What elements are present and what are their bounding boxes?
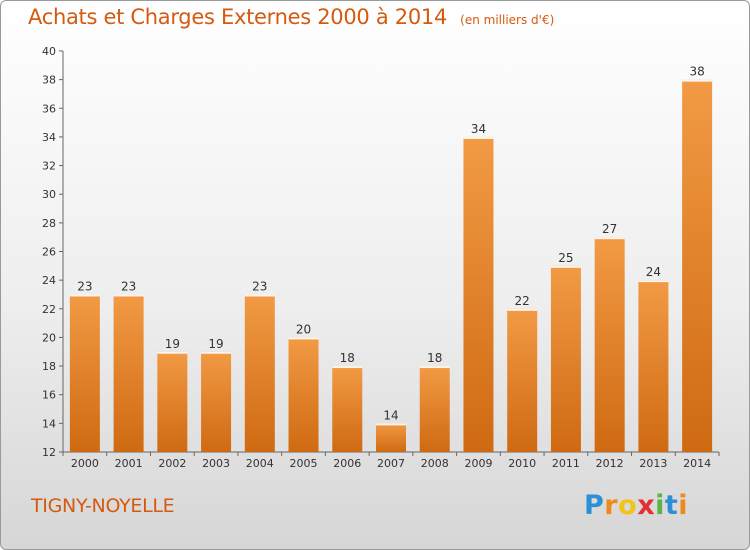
bar (157, 351, 188, 452)
bar (463, 136, 494, 452)
bar-highlight (288, 337, 319, 340)
x-tick-label: 2007 (377, 457, 405, 470)
bar-value-label: 23 (252, 279, 267, 293)
axes: 12 14 16 18 20 22 24 26 28 30 32 34 36 38 40 2000 2001 20… (42, 45, 720, 470)
x-tick-label: 2005 (290, 457, 318, 470)
bar-highlight (594, 237, 625, 240)
bar-value-label: 14 (383, 408, 398, 422)
bar-highlight (113, 294, 144, 297)
x-tick-label: 2010 (508, 457, 536, 470)
logo-letter: o (618, 490, 638, 521)
y-tick-label: 34 (42, 131, 56, 144)
bar (201, 351, 232, 452)
bar-highlight (638, 280, 669, 283)
bar (507, 308, 538, 452)
chart-subtitle: (en milliers d'€) (460, 13, 555, 27)
bar (550, 265, 581, 452)
bar-highlight (157, 351, 188, 354)
bar-value-label: 22 (515, 294, 530, 308)
y-tick-label: 30 (42, 188, 56, 201)
x-tick-label: 2000 (71, 457, 99, 470)
bar-value-label: 20 (296, 322, 311, 336)
chart-title: Achats et Charges Externes 2000 à 2014 (28, 5, 448, 29)
bar (244, 294, 275, 452)
x-tick-label: 2006 (333, 457, 361, 470)
logo-letter: x (637, 490, 656, 521)
bar-highlight (244, 294, 275, 297)
y-tick-label: 24 (42, 274, 56, 287)
y-tick-label: 12 (42, 446, 56, 459)
bar-value-label: 24 (646, 265, 661, 279)
bar (682, 79, 713, 453)
logo-letter: i (655, 490, 665, 521)
y-tick-label: 20 (42, 331, 56, 344)
x-tick-label: 2009 (464, 457, 492, 470)
y-tick-label: 32 (42, 160, 56, 173)
proxiti-logo: Proxiti (584, 490, 688, 521)
logo-letter: t (664, 490, 679, 521)
bar-highlight (507, 308, 538, 311)
bar-value-label: 27 (602, 222, 617, 236)
bar-highlight (463, 136, 494, 139)
y-tick-label: 28 (42, 217, 56, 230)
y-tick-label: 14 (42, 417, 56, 430)
y-tick-label: 40 (42, 45, 56, 58)
title-line: Achats et Charges Externes 2000 à 2014 (… (28, 5, 554, 29)
bar-value-label: 23 (77, 279, 92, 293)
bars (69, 79, 713, 453)
bar-highlight (332, 366, 363, 369)
y-tick-label: 18 (42, 360, 56, 373)
data-labels: 23 23 19 19 23 20 18 14 18 34 22 25 27 24 38 (77, 65, 705, 423)
bar (69, 294, 100, 452)
bar-value-label: 25 (558, 251, 573, 265)
bar (419, 366, 450, 452)
bar-value-label: 23 (121, 279, 136, 293)
logo-letter: P (584, 490, 605, 521)
bar-value-label: 38 (689, 65, 704, 79)
bar (332, 366, 363, 452)
bar-value-label: 19 (165, 337, 180, 351)
commune-name: TIGNY-NOYELLE (31, 495, 175, 517)
x-tick-label: 2008 (421, 457, 449, 470)
y-tick-label: 22 (42, 303, 56, 316)
x-tick-label: 2014 (683, 457, 711, 470)
bar-highlight (69, 294, 100, 297)
x-tick-label: 2013 (639, 457, 667, 470)
x-tick-label: 2001 (115, 457, 143, 470)
bar-highlight (550, 265, 581, 268)
bar-value-label: 19 (208, 337, 223, 351)
y-tick-label: 36 (42, 102, 56, 115)
logo-letter: i (678, 490, 689, 521)
y-tick-label: 26 (42, 246, 56, 259)
bar-highlight (376, 423, 406, 426)
bar-highlight (201, 351, 232, 354)
bar-value-label: 18 (427, 351, 442, 365)
x-tick-label: 2012 (596, 457, 624, 470)
bar (594, 237, 625, 452)
bar-highlight (419, 366, 450, 369)
bar (638, 280, 669, 452)
logo-letter: r (604, 490, 619, 521)
x-tick-label: 2004 (246, 457, 274, 470)
y-tick-label: 16 (42, 389, 56, 402)
bar (113, 294, 144, 452)
bar-value-label: 18 (340, 351, 355, 365)
bar-highlight (682, 79, 713, 82)
y-tick-label: 38 (42, 74, 56, 87)
bar (376, 423, 406, 452)
bar-value-label: 34 (471, 122, 486, 136)
x-tick-label: 2002 (158, 457, 186, 470)
x-tick-label: 2003 (202, 457, 230, 470)
x-tick-label: 2011 (552, 457, 580, 470)
bar (288, 337, 319, 452)
